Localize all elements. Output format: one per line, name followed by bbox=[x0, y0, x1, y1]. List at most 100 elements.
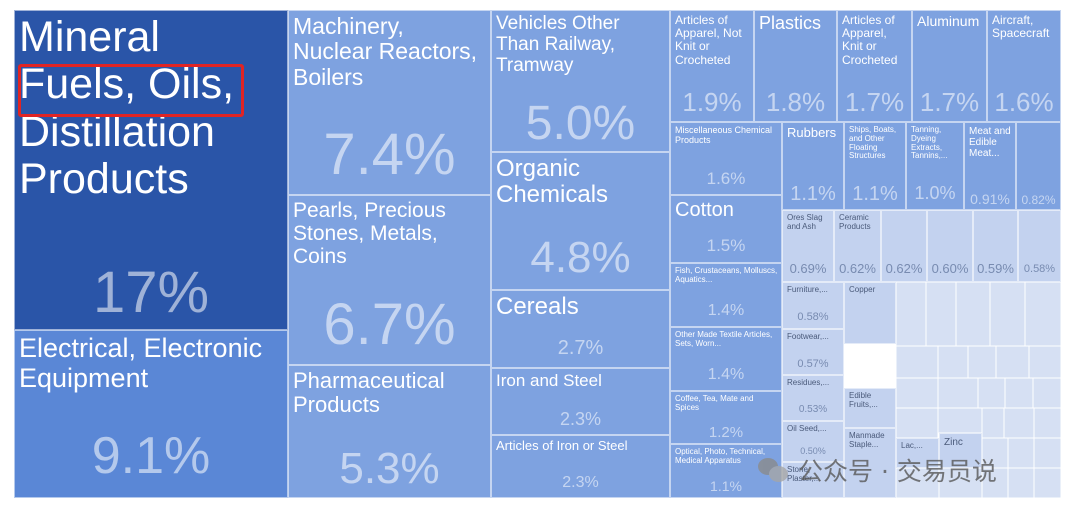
treemap-tile: Cereals 2.7% bbox=[491, 290, 670, 368]
treemap-filler-tile bbox=[895, 467, 940, 499]
treemap-filler-tile bbox=[1024, 281, 1062, 347]
tile-label: Machinery, Nuclear Reactors, Boilers bbox=[293, 13, 478, 90]
treemap-tile: Residues,... 0.53% bbox=[782, 375, 844, 421]
tile-value: 0.69% bbox=[789, 261, 827, 276]
tile-label: Copper bbox=[849, 285, 876, 294]
tile-label: Zinc bbox=[944, 437, 963, 448]
tile-label: Tanning, Dyeing Extracts, Tannins,... bbox=[911, 125, 948, 161]
treemap-filler-tile bbox=[1003, 407, 1035, 439]
tile-label: Fish, Crustaceans, Molluscs, Aquatics... bbox=[675, 266, 778, 284]
tile-value: 6.7% bbox=[323, 292, 456, 357]
treemap-tile: Pearls, Precious Stones, Metals, Coins 6.… bbox=[288, 195, 491, 365]
tile-label: Articles of Apparel, Knit or Crocheted bbox=[842, 13, 898, 67]
tile-value: 5.0% bbox=[525, 97, 636, 150]
tile-value: 0.82% bbox=[1021, 193, 1056, 207]
treemap-tile: Miscellaneous Chemical Products 1.6% bbox=[670, 122, 782, 195]
tile-label: Ships, Boats, and Other Floating Structu… bbox=[849, 125, 897, 161]
tile-value: 1.1% bbox=[710, 478, 742, 494]
tile-label: Furniture,... bbox=[787, 285, 828, 294]
treemap-filler-tile bbox=[895, 407, 939, 439]
treemap-filler-tile bbox=[955, 281, 991, 347]
wechat-icon bbox=[758, 456, 790, 484]
tile-label: Iron and Steel bbox=[496, 371, 602, 390]
tile-value: 0.53% bbox=[798, 404, 828, 415]
treemap-tile: Zinc bbox=[939, 433, 982, 468]
treemap-tile: Edible Fruits,... bbox=[844, 388, 896, 428]
tile-value: 0.57% bbox=[797, 358, 829, 370]
treemap-tile: Manmade Staple... bbox=[844, 428, 896, 498]
tile-label: Cereals bbox=[496, 293, 579, 320]
tile-value: 0.58% bbox=[797, 311, 829, 323]
tile-label: Oil Seed,... bbox=[787, 424, 827, 433]
treemap-tile: Articles of Apparel, Not Knit or Crochet… bbox=[670, 10, 754, 122]
tile-value: 1.8% bbox=[765, 87, 826, 117]
tile-label: Ores Slag and Ash bbox=[787, 213, 823, 231]
tile-value: 0.50% bbox=[800, 446, 826, 456]
tile-label: Stone, Plaster,... bbox=[787, 465, 821, 483]
tile-label: Footwear,... bbox=[787, 332, 829, 341]
treemap-tile: Articles of Apparel, Knit or Crocheted 1.… bbox=[837, 10, 912, 122]
tile-label: Miscellaneous Chemical Products bbox=[675, 125, 773, 145]
treemap-filler-tile bbox=[989, 281, 1026, 347]
tile-value: 1.7% bbox=[844, 87, 905, 117]
tile-label: Other Made Textile Articles, Sets, Worn.… bbox=[675, 330, 773, 348]
treemap-filler-tile bbox=[1033, 407, 1062, 439]
tile-value: 4.8% bbox=[530, 233, 631, 282]
tile-label: Plastics bbox=[759, 13, 822, 33]
treemap-filler-tile bbox=[925, 281, 957, 347]
treemap-tile: Aluminum 1.7% bbox=[912, 10, 987, 122]
tile-label: Articles of Apparel, Not Knit or Crochet… bbox=[675, 13, 742, 67]
treemap-tile: Coffee, Tea, Mate and Spices 1.2% bbox=[670, 391, 782, 444]
tile-value: 0.60% bbox=[931, 261, 969, 276]
treemap-tile: Articles of Iron or Steel 2.3% bbox=[491, 435, 670, 498]
treemap-tile: Plastics 1.8% bbox=[754, 10, 837, 122]
tile-label: Articles of Iron or Steel bbox=[496, 438, 628, 453]
treemap-tile: Meat and Edible Meat... 0.91% bbox=[964, 122, 1016, 210]
tile-value: 0.58% bbox=[1023, 263, 1056, 275]
treemap-tile: Lac,... bbox=[896, 438, 939, 468]
tile-value: 1.5% bbox=[706, 236, 746, 255]
tile-label: Organic Chemicals bbox=[496, 155, 609, 209]
treemap-tile: 0.62% bbox=[881, 210, 927, 282]
tile-label: Electrical, Electronic Equipment bbox=[19, 333, 263, 393]
tile-value: 1.7% bbox=[919, 87, 980, 117]
treemap-tile: Oil Seed,... 0.50% bbox=[782, 421, 844, 462]
treemap-tile: Rubbers 1.1% bbox=[782, 122, 844, 210]
tile-label: Rubbers bbox=[787, 125, 837, 140]
tile-value: 0.91% bbox=[970, 191, 1010, 207]
treemap-tile: Footwear,... 0.57% bbox=[782, 329, 844, 375]
tile-value: 1.9% bbox=[682, 87, 742, 117]
treemap-filler-tile bbox=[995, 345, 1030, 379]
tile-value: 1.0% bbox=[914, 183, 956, 203]
tile-label: Coffee, Tea, Mate and Spices bbox=[675, 394, 754, 412]
tile-value: 17% bbox=[92, 260, 210, 325]
tile-label: Cotton bbox=[675, 199, 734, 221]
treemap-tile: Ships, Boats, and Other Floating Structu… bbox=[844, 122, 906, 210]
treemap-tile: 0.60% bbox=[927, 210, 973, 282]
treemap-tile: Fish, Crustaceans, Molluscs, Aquatics...… bbox=[670, 263, 782, 327]
treemap-tile: Iron and Steel 2.3% bbox=[491, 368, 670, 435]
treemap-tile: Electrical, Electronic Equipment 9.1% bbox=[14, 330, 288, 498]
treemap-tile: Stone, Plaster,... bbox=[782, 462, 844, 498]
treemap-filler-tile bbox=[1007, 467, 1035, 499]
tile-value: 0.59% bbox=[977, 261, 1014, 276]
tile-value: 1.6% bbox=[994, 87, 1054, 117]
tile-value: 9.1% bbox=[91, 427, 211, 485]
treemap-filler-tile bbox=[895, 281, 927, 347]
tile-label: Ceramic Products bbox=[839, 213, 871, 231]
treemap-filler-tile bbox=[937, 345, 969, 379]
treemap-filler-tile bbox=[1007, 437, 1035, 469]
treemap-tile: Tanning, Dyeing Extracts, Tannins,... 1.0… bbox=[906, 122, 964, 210]
treemap-tile: 0.82% bbox=[1016, 122, 1061, 210]
treemap-filler-tile bbox=[937, 377, 979, 409]
tile-label: Manmade Staple... bbox=[849, 431, 885, 449]
tile-value: 7.4% bbox=[323, 122, 456, 187]
treemap-filler-tile bbox=[1033, 437, 1062, 469]
tile-value: 1.2% bbox=[708, 424, 744, 441]
treemap-filler-tile bbox=[937, 407, 983, 434]
treemap-tile: Furniture,... 0.58% bbox=[782, 282, 844, 329]
tile-label: Residues,... bbox=[787, 378, 830, 387]
treemap-filler-tile bbox=[967, 345, 997, 379]
tile-value: 0.62% bbox=[885, 261, 923, 276]
watermark: 公众号 · 交易员说 bbox=[758, 452, 997, 488]
